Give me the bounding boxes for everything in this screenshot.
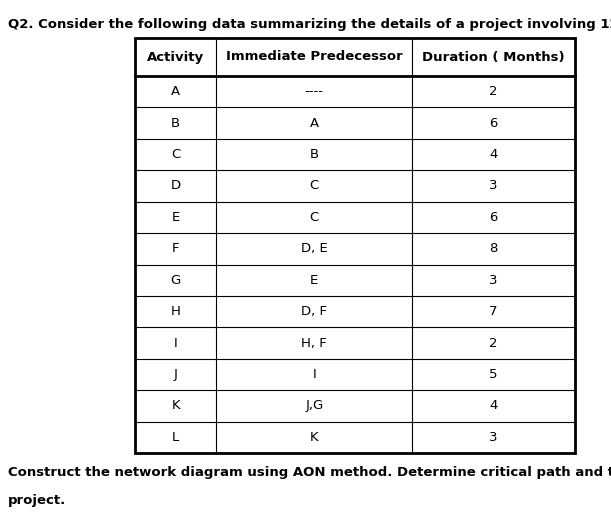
Text: E: E: [172, 211, 180, 224]
Text: J,G: J,G: [305, 399, 323, 412]
Text: 4: 4: [489, 399, 498, 412]
Text: 3: 3: [489, 274, 498, 287]
Text: project.: project.: [8, 494, 66, 507]
Text: Q2. Consider the following data summarizing the details of a project involving 1: Q2. Consider the following data summariz…: [8, 18, 611, 31]
Text: D, E: D, E: [301, 242, 327, 256]
Text: 6: 6: [489, 211, 498, 224]
Text: 5: 5: [489, 368, 498, 381]
Text: H: H: [170, 305, 181, 318]
Text: G: G: [170, 274, 181, 287]
Text: Construct the network diagram using AON method. Determine critical path and tota: Construct the network diagram using AON …: [8, 466, 611, 479]
Text: H, F: H, F: [301, 336, 327, 350]
Text: E: E: [310, 274, 318, 287]
Text: D: D: [170, 180, 181, 193]
Text: K: K: [172, 399, 180, 412]
Text: Immediate Predecessor: Immediate Predecessor: [226, 51, 403, 63]
Text: L: L: [172, 431, 179, 444]
Text: 6: 6: [489, 117, 498, 130]
Text: C: C: [310, 211, 319, 224]
Text: C: C: [171, 148, 180, 161]
Text: 3: 3: [489, 180, 498, 193]
Text: I: I: [312, 368, 316, 381]
Text: ----: ----: [305, 85, 324, 98]
Text: D, F: D, F: [301, 305, 327, 318]
Text: B: B: [310, 148, 319, 161]
Text: F: F: [172, 242, 180, 256]
Text: A: A: [310, 117, 319, 130]
Bar: [135, 38, 575, 453]
Text: K: K: [310, 431, 318, 444]
Text: I: I: [174, 336, 178, 350]
Text: Activity: Activity: [147, 51, 204, 63]
Text: 3: 3: [489, 431, 498, 444]
Text: A: A: [171, 85, 180, 98]
Text: J: J: [174, 368, 178, 381]
Text: C: C: [310, 180, 319, 193]
Text: 2: 2: [489, 336, 498, 350]
Text: 4: 4: [489, 148, 498, 161]
Text: Duration ( Months): Duration ( Months): [422, 51, 565, 63]
Text: 2: 2: [489, 85, 498, 98]
Text: B: B: [171, 117, 180, 130]
Text: 8: 8: [489, 242, 498, 256]
Text: 7: 7: [489, 305, 498, 318]
